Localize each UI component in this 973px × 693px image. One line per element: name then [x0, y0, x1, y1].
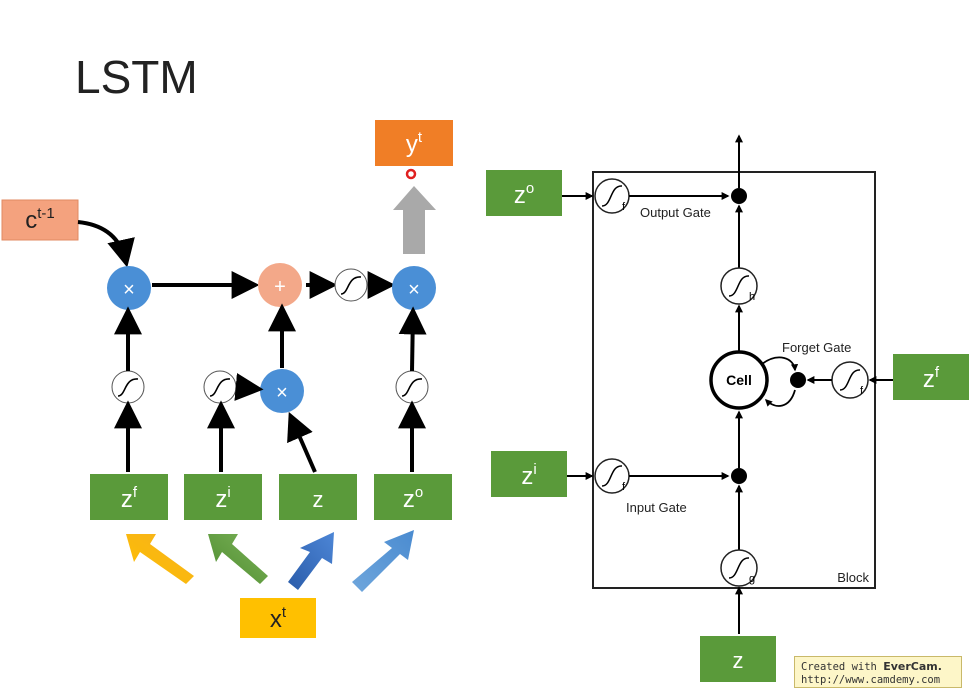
svg-text:zi: zi	[215, 484, 230, 513]
svg-text:h: h	[749, 291, 755, 303]
svg-text:z: z	[313, 487, 324, 512]
sigmoid-node-f	[111, 370, 145, 404]
svg-text:z: z	[733, 648, 744, 673]
watermark-prefix: Created with	[801, 661, 884, 673]
svg-text:ct-1: ct-1	[25, 205, 55, 234]
input-box-zo-right: zo	[486, 170, 562, 216]
svg-text:f: f	[622, 481, 626, 493]
forget-gate-label: Forget Gate	[782, 340, 851, 355]
y-out-base: y	[406, 131, 418, 158]
svg-text:f: f	[860, 385, 864, 397]
svg-text:×: ×	[408, 279, 420, 301]
svg-text:zi: zi	[521, 461, 536, 490]
svg-text:Cell: Cell	[726, 372, 752, 388]
input-box-zo: zo	[374, 474, 452, 520]
slide-title: LSTM	[75, 51, 198, 103]
svg-text:f: f	[622, 201, 626, 213]
arrow-cell-forget	[761, 356, 799, 372]
multiply-node-1: ×	[107, 266, 151, 310]
big-arrow-blue	[288, 532, 334, 590]
x-input-box: xt	[240, 598, 316, 638]
h-activation-node: h	[720, 267, 758, 305]
block-label: Block	[837, 570, 869, 585]
output-gate-label: Output Gate	[640, 205, 711, 220]
output-multiply-dot	[731, 188, 747, 204]
y-out-sup: t	[418, 129, 423, 146]
input-box-z-right: z	[700, 636, 776, 682]
arrow-z-mul2	[287, 411, 317, 473]
activation-node-h	[334, 268, 368, 302]
input-box-zf-right: zf	[893, 354, 969, 400]
input-gate-label: Input Gate	[626, 500, 687, 515]
svg-text:zf: zf	[121, 484, 138, 513]
forget-multiply-dot	[790, 372, 806, 388]
watermark-brand: EverCam.	[883, 660, 942, 673]
arrow-sigo-mul3	[398, 306, 427, 372]
input-box-zi: zi	[184, 474, 262, 520]
svg-text:g: g	[749, 573, 755, 585]
c-prev-box: ct-1	[1, 199, 79, 241]
watermark-url: http://www.camdemy.com	[801, 674, 941, 686]
forget-gate-sigmoid: f	[831, 361, 869, 399]
big-arrow-yellow	[126, 534, 194, 584]
output-gate-sigmoid: f	[594, 178, 630, 214]
big-arrow-lightblue	[352, 530, 414, 592]
c-prev-base: c	[25, 207, 37, 234]
multiply-node-3: ×	[392, 266, 436, 310]
cursor-dot	[405, 168, 417, 180]
input-box-zf: zf	[90, 474, 168, 520]
input-gate-sigmoid: f	[594, 458, 630, 494]
g-activation-node: g	[720, 549, 758, 587]
arrow-forget-cell	[764, 389, 796, 407]
svg-text:zo: zo	[403, 484, 423, 513]
add-node: +	[258, 263, 302, 307]
input-box-z: z	[279, 474, 357, 520]
sigmoid-node-o	[395, 370, 429, 404]
c-prev-arrow	[77, 220, 135, 268]
sigmoid-node-i	[203, 370, 237, 404]
svg-text:zf: zf	[923, 364, 940, 393]
input-multiply-dot	[731, 468, 747, 484]
big-arrow-green	[208, 534, 268, 584]
multiply-node-2: ×	[260, 369, 304, 413]
input-box-zi-right: zi	[491, 451, 567, 497]
svg-text:xt: xt	[270, 604, 287, 633]
arrow-sigi-mul2	[234, 373, 264, 401]
output-grey-arrow	[393, 186, 436, 254]
cell-node: Cell	[709, 350, 769, 410]
evercam-watermark: Created with EverCam. http://www.camdemy…	[794, 656, 962, 688]
svg-text:×: ×	[123, 279, 135, 301]
c-prev-sup: t-1	[37, 205, 55, 222]
svg-text:+: +	[274, 276, 286, 298]
svg-text:zo: zo	[514, 180, 534, 209]
y-out-box: yt	[375, 120, 453, 166]
svg-text:×: ×	[276, 382, 288, 404]
svg-text:yt: yt	[406, 129, 423, 158]
